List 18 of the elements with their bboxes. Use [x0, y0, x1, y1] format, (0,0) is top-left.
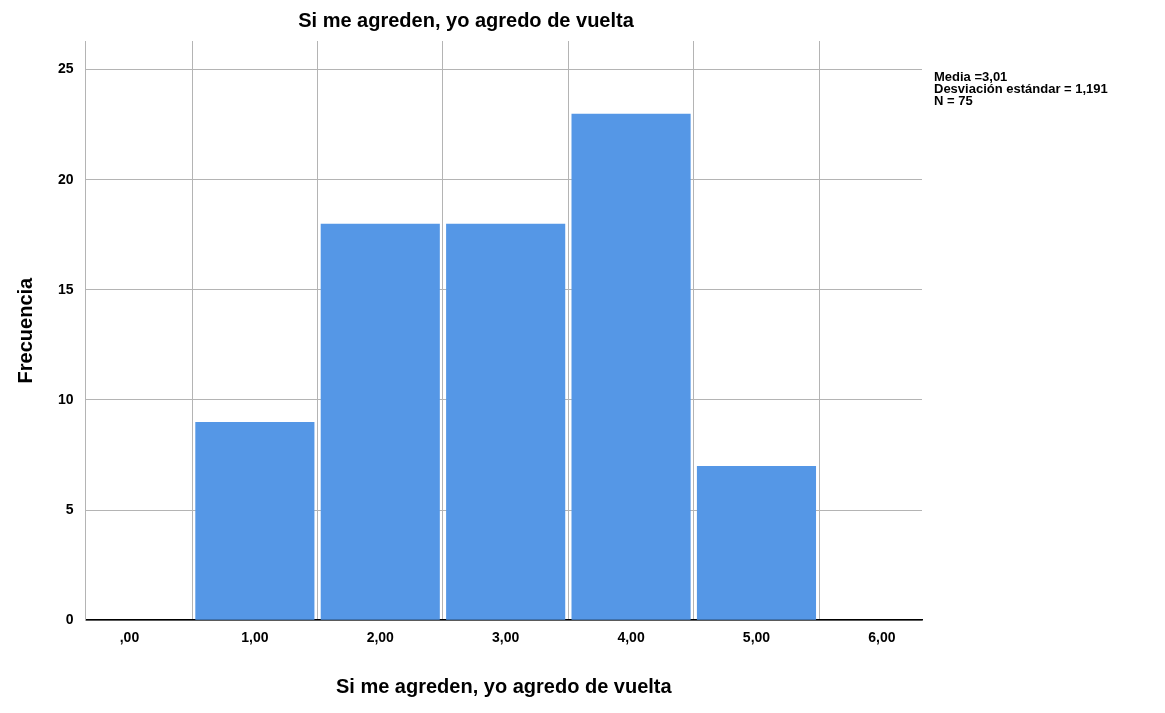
chart-title: Si me agreden, yo agredo de vuelta	[298, 8, 635, 31]
x-tick-label: ,00	[119, 629, 140, 646]
x-tick-label: 5,00	[742, 629, 771, 646]
y-tick-label: 0	[65, 611, 74, 628]
y-tick-label: 20	[57, 170, 74, 187]
x-tick-label: 2,00	[366, 629, 395, 646]
y-tick-label: 5	[65, 500, 74, 517]
x-tick-label: 1,00	[241, 629, 269, 646]
x-axis-title: Si me agreden, yo agredo de vuelta	[335, 674, 673, 697]
y-axis-title: Frecuencia	[13, 276, 36, 384]
text: N = 75	[934, 93, 973, 109]
y-tick-label: 10	[57, 390, 74, 407]
y-tick-label: 15	[57, 280, 74, 297]
x-tick-label: 6,00	[868, 629, 896, 646]
x-tick-label: 3,00	[492, 629, 520, 646]
text: Media =3,01	[934, 69, 1008, 85]
y-tick-label: 25	[57, 60, 74, 77]
x-tick-label: 4,00	[617, 629, 645, 646]
